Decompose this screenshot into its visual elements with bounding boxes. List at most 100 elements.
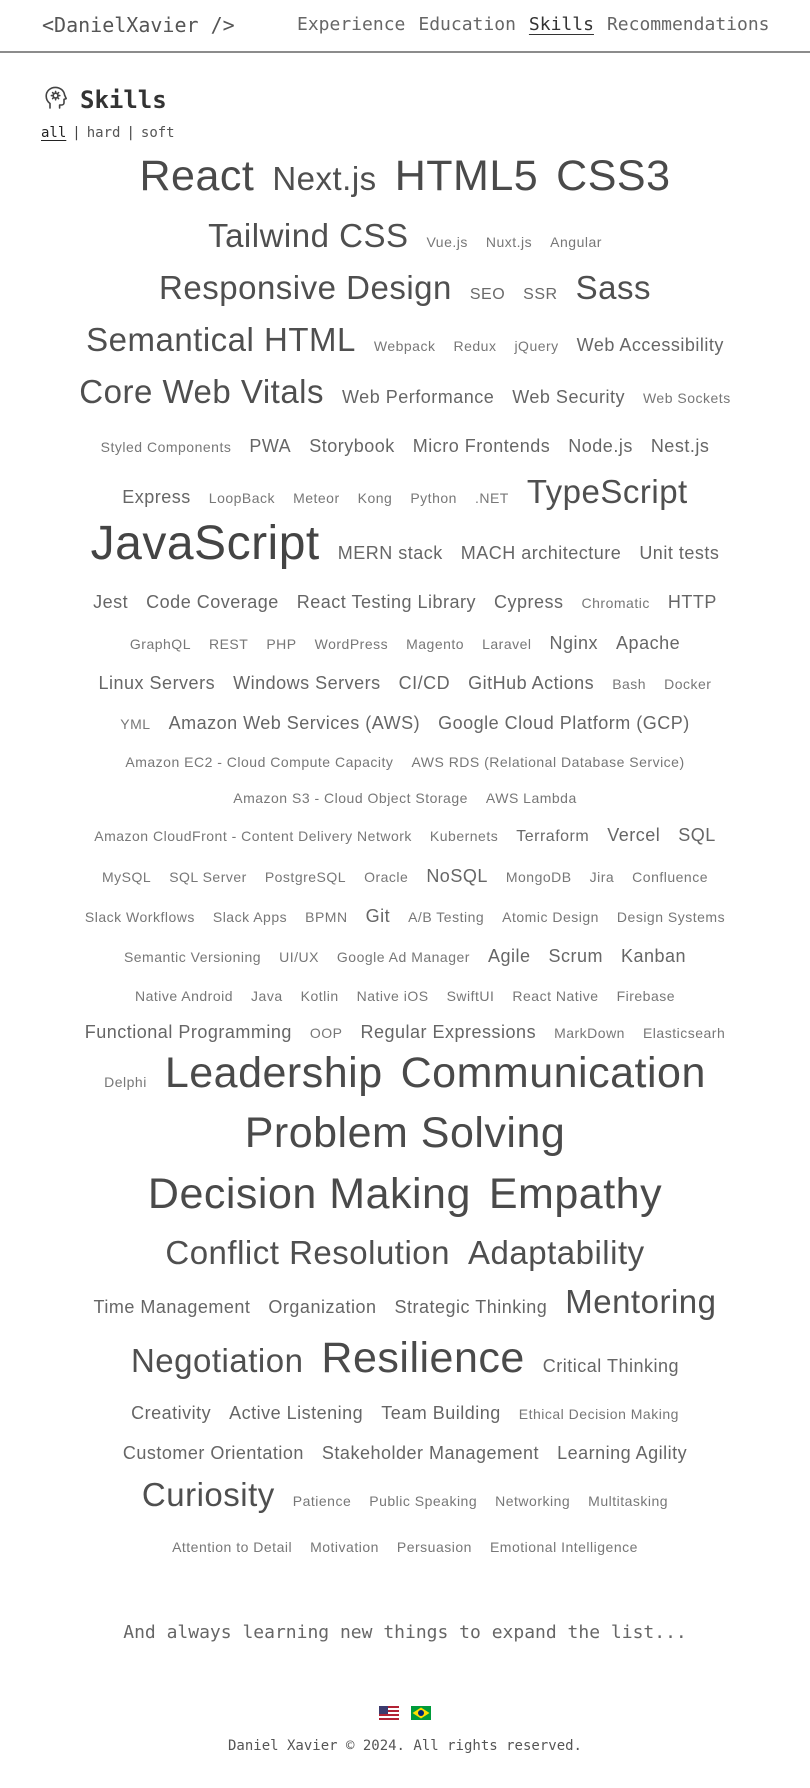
skill-tag: Semantic Versioning (123, 948, 262, 965)
skill-tag: Leadership (164, 1048, 383, 1097)
nav-education[interactable]: Education (418, 14, 516, 35)
head-brain-icon (42, 84, 70, 116)
skill-row: Styled Components PWA Storybook Micro Front… (40, 436, 770, 457)
skill-tag: React Testing Library (296, 591, 477, 612)
skill-tag: Kong (357, 490, 393, 506)
skill-tag: Regular Expressions (360, 1021, 537, 1042)
logo-link[interactable]: <DanielXavier /> (42, 13, 235, 37)
skill-tag: Communication (400, 1048, 706, 1097)
skill-tag: NoSQL (426, 865, 488, 886)
skill-tag: SEO (469, 286, 506, 303)
skill-tag: Elasticsearh (642, 1024, 726, 1041)
skill-tag: Semantical HTML (86, 321, 356, 358)
skill-row: GraphQL REST PHP WordPress Magento Laravel Ngi… (40, 633, 770, 654)
skill-tag: Java (251, 988, 283, 1004)
skill-tag: Git (365, 905, 391, 926)
skill-tag: GitHub Actions (468, 672, 595, 693)
skill-tag: Multitasking (588, 1493, 669, 1509)
skill-row: Core Web Vitals Web Performance Web Securi… (40, 373, 770, 411)
skill-row: Functional Programming OOP Regular Express… (40, 1022, 770, 1043)
skill-tag: MongoDB (505, 868, 572, 885)
skill-row: Semantical HTML Webpack Redux jQuery Web Acc… (40, 321, 770, 359)
skill-tag: Sass (575, 269, 651, 306)
skill-tag: Time Management (93, 1297, 251, 1317)
skill-row: Problem Solving (40, 1109, 770, 1158)
skill-tag: PostgreSQL (264, 868, 347, 885)
skill-row: Amazon S3 - Cloud Object Storage AWS Lamb… (40, 790, 770, 806)
skill-tag: GraphQL (129, 635, 191, 652)
skill-row: Amazon EC2 - Cloud Compute Capacity AWS R… (40, 754, 770, 770)
skill-tag: MySQL (102, 868, 152, 885)
skill-row: Attention to Detail Motivation Persuasion E… (40, 1539, 770, 1555)
skill-tag: Node.js (568, 435, 633, 456)
skill-tag: Adaptability (468, 1234, 645, 1271)
brazil-flag-icon[interactable] (411, 1705, 431, 1720)
skill-tag: Native iOS (356, 988, 429, 1004)
skill-tag: Creativity (131, 1402, 212, 1423)
skill-tag: Meteor (293, 490, 340, 506)
nav-skills[interactable]: Skills (528, 14, 594, 35)
skill-tag: Kanban (621, 945, 687, 966)
skill-tag: Unit tests (639, 542, 720, 563)
skill-tag: PWA (249, 435, 292, 456)
skill-row: Linux Servers Windows Servers CI/CD GitHub … (40, 673, 770, 694)
skill-tag: Express (122, 487, 191, 507)
skill-row: Conflict Resolution Adaptability (40, 1234, 770, 1272)
skill-tag: A/B Testing (408, 908, 485, 925)
skill-tag: Attention to Detail (172, 1539, 293, 1555)
skill-tag: Docker (664, 675, 712, 692)
skill-row: Amazon CloudFront - Content Delivery Net… (40, 825, 770, 846)
skill-tag: Networking (495, 1493, 571, 1509)
skill-tag: Bash (612, 675, 647, 692)
skill-tag: jQuery (514, 338, 559, 354)
skill-tag: TypeScript (526, 473, 688, 510)
filter-all[interactable]: all (41, 125, 67, 141)
skill-row: Time Management Organization Strategic Thi… (40, 1283, 770, 1321)
skill-tag: Linux Servers (98, 672, 216, 693)
learning-tagline: And always learning new things to expand… (123, 1622, 687, 1643)
skills-section-header: Skills (42, 84, 167, 116)
skill-tag: Redux (453, 338, 497, 354)
skills-title: Skills (80, 86, 167, 114)
skill-tag: Windows Servers (233, 672, 381, 693)
skill-tag: Empathy (488, 1169, 663, 1218)
skill-tag: Strategic Thinking (394, 1297, 548, 1317)
skill-row: Decision Making Empathy (40, 1170, 770, 1219)
filter-soft[interactable]: soft (140, 125, 175, 141)
skill-row: Delphi Leadership Communication (40, 1049, 770, 1098)
skill-tag: Persuasion (396, 1539, 472, 1555)
skill-tag: Motivation (310, 1539, 379, 1555)
skill-tag: Amazon EC2 - Cloud Compute Capacity (125, 754, 394, 770)
skill-row: Curiosity Patience Public Speaking Networki… (40, 1476, 770, 1514)
skill-tag: YML (120, 715, 151, 732)
us-flag-icon[interactable] (379, 1705, 399, 1720)
skill-tag: Ethical Decision Making (518, 1405, 679, 1422)
skill-tag: Jira (589, 868, 615, 885)
skill-tag: Slack Workflows (84, 908, 195, 925)
skill-tag: Emotional Intelligence (489, 1539, 638, 1555)
nav-recommendations[interactable]: Recommendations (606, 14, 770, 35)
skill-tag: Web Sockets (642, 390, 731, 406)
skill-row: YML Amazon Web Services (AWS) Google Cloud… (40, 713, 770, 734)
skill-filter-bar: all | hard | soft (41, 125, 175, 141)
skill-tag: Chromatic (581, 594, 650, 611)
skill-tag: Critical Thinking (542, 1355, 680, 1376)
skill-tag: Tailwind CSS (208, 217, 409, 254)
skill-tag: Nginx (549, 632, 599, 653)
nav-experience[interactable]: Experience (297, 14, 406, 35)
skill-tag: Public Speaking (369, 1493, 478, 1509)
skill-tag: Next.js (272, 159, 377, 197)
skill-tag: Web Performance (342, 387, 495, 407)
filter-hard[interactable]: hard (86, 125, 121, 141)
skill-tag: Styled Components (100, 438, 232, 455)
skill-tag: Stakeholder Management (321, 1442, 540, 1463)
skill-tag: Team Building (381, 1402, 501, 1423)
skill-tag: Terraform (516, 827, 590, 845)
skill-tag: Conflict Resolution (165, 1234, 451, 1271)
skill-row: MySQL SQL Server PostgreSQL Oracle NoSQL Mong… (40, 866, 770, 887)
skill-tag: Functional Programming (84, 1021, 292, 1042)
skill-tag: JavaScript (90, 516, 320, 570)
skill-tag: Google Cloud Platform (GCP) (438, 712, 690, 733)
skill-tag: .NET (474, 490, 509, 506)
skill-tag: Python (410, 490, 457, 506)
